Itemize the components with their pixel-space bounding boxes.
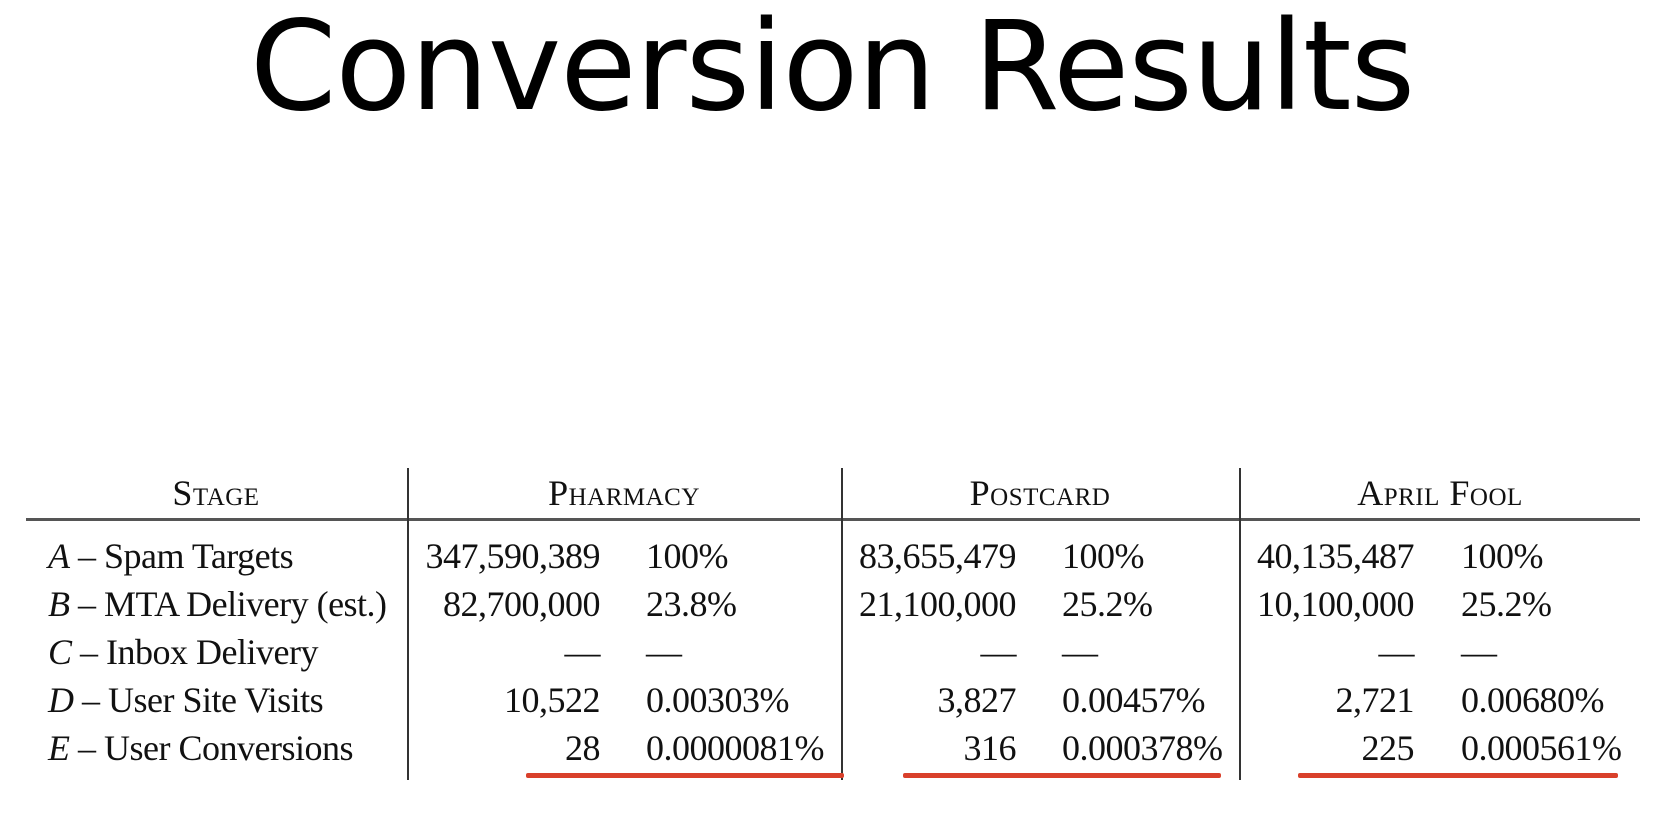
- pharmacy-percent: 100%: [646, 536, 729, 576]
- header-postcard: Postcard: [969, 473, 1111, 513]
- postcard-count: 3,827: [937, 680, 1017, 720]
- highlight-underline: [1298, 773, 1618, 778]
- april-fool-percent: —: [1461, 632, 1497, 672]
- highlight-underline: [903, 773, 1221, 778]
- stage-label: – Spam Targets: [78, 536, 294, 576]
- pharmacy-count: 347,590,389: [425, 536, 601, 576]
- header-stage: Stage: [172, 473, 260, 513]
- stage-cell: D – User Site Visits: [48, 676, 324, 724]
- april-fool-count: 10,100,000: [1257, 584, 1415, 624]
- stage-cell: B – MTA Delivery (est.): [48, 580, 387, 628]
- stage-letter: A: [48, 536, 70, 576]
- april-fool-percent: 0.000561%: [1461, 728, 1622, 768]
- stage-label: – User Conversions: [78, 728, 353, 768]
- postcard-count: 316: [963, 728, 1017, 768]
- april-fool-count: 40,135,487: [1257, 536, 1415, 576]
- slide-title: Conversion Results: [249, 0, 1415, 139]
- april-fool-count: 2,721: [1335, 680, 1415, 720]
- postcard-percent: 25.2%: [1062, 584, 1153, 624]
- postcard-count: 21,100,000: [859, 584, 1017, 624]
- pharmacy-percent: —: [646, 632, 682, 672]
- stage-letter: B: [48, 584, 70, 624]
- pharmacy-percent: 0.0000081%: [646, 728, 825, 768]
- pharmacy-count: 10,522: [504, 680, 601, 720]
- stage-cell: E – User Conversions: [48, 724, 353, 772]
- column-divider: [841, 468, 843, 780]
- april-fool-count: —: [1378, 632, 1415, 672]
- column-divider: [407, 468, 409, 780]
- stage-label: – User Site Visits: [82, 680, 324, 720]
- pharmacy-count: 28: [565, 728, 601, 768]
- postcard-percent: —: [1062, 632, 1098, 672]
- postcard-count: —: [980, 632, 1017, 672]
- stage-letter: C: [48, 632, 72, 672]
- april-fool-percent: 25.2%: [1461, 584, 1552, 624]
- header-april-fool: April Fool: [1357, 473, 1523, 513]
- stage-cell: A – Spam Targets: [48, 532, 294, 580]
- april-fool-percent: 0.00680%: [1461, 680, 1605, 720]
- pharmacy-count: 82,700,000: [443, 584, 601, 624]
- header-rule: [26, 518, 1640, 521]
- april-fool-percent: 100%: [1461, 536, 1544, 576]
- stage-letter: E: [48, 728, 70, 768]
- highlight-underline: [526, 773, 844, 778]
- postcard-percent: 0.000378%: [1062, 728, 1223, 768]
- april-fool-count: 225: [1361, 728, 1415, 768]
- stage-label: – MTA Delivery (est.): [78, 584, 387, 624]
- stage-cell: C – Inbox Delivery: [48, 628, 318, 676]
- pharmacy-percent: 0.00303%: [646, 680, 790, 720]
- header-pharmacy: Pharmacy: [548, 473, 700, 513]
- stage-letter: D: [48, 680, 74, 720]
- stage-label: – Inbox Delivery: [80, 632, 318, 672]
- pharmacy-count: —: [564, 632, 601, 672]
- column-divider: [1239, 468, 1241, 780]
- postcard-count: 83,655,479: [859, 536, 1017, 576]
- pharmacy-percent: 23.8%: [646, 584, 737, 624]
- postcard-percent: 0.00457%: [1062, 680, 1206, 720]
- postcard-percent: 100%: [1062, 536, 1145, 576]
